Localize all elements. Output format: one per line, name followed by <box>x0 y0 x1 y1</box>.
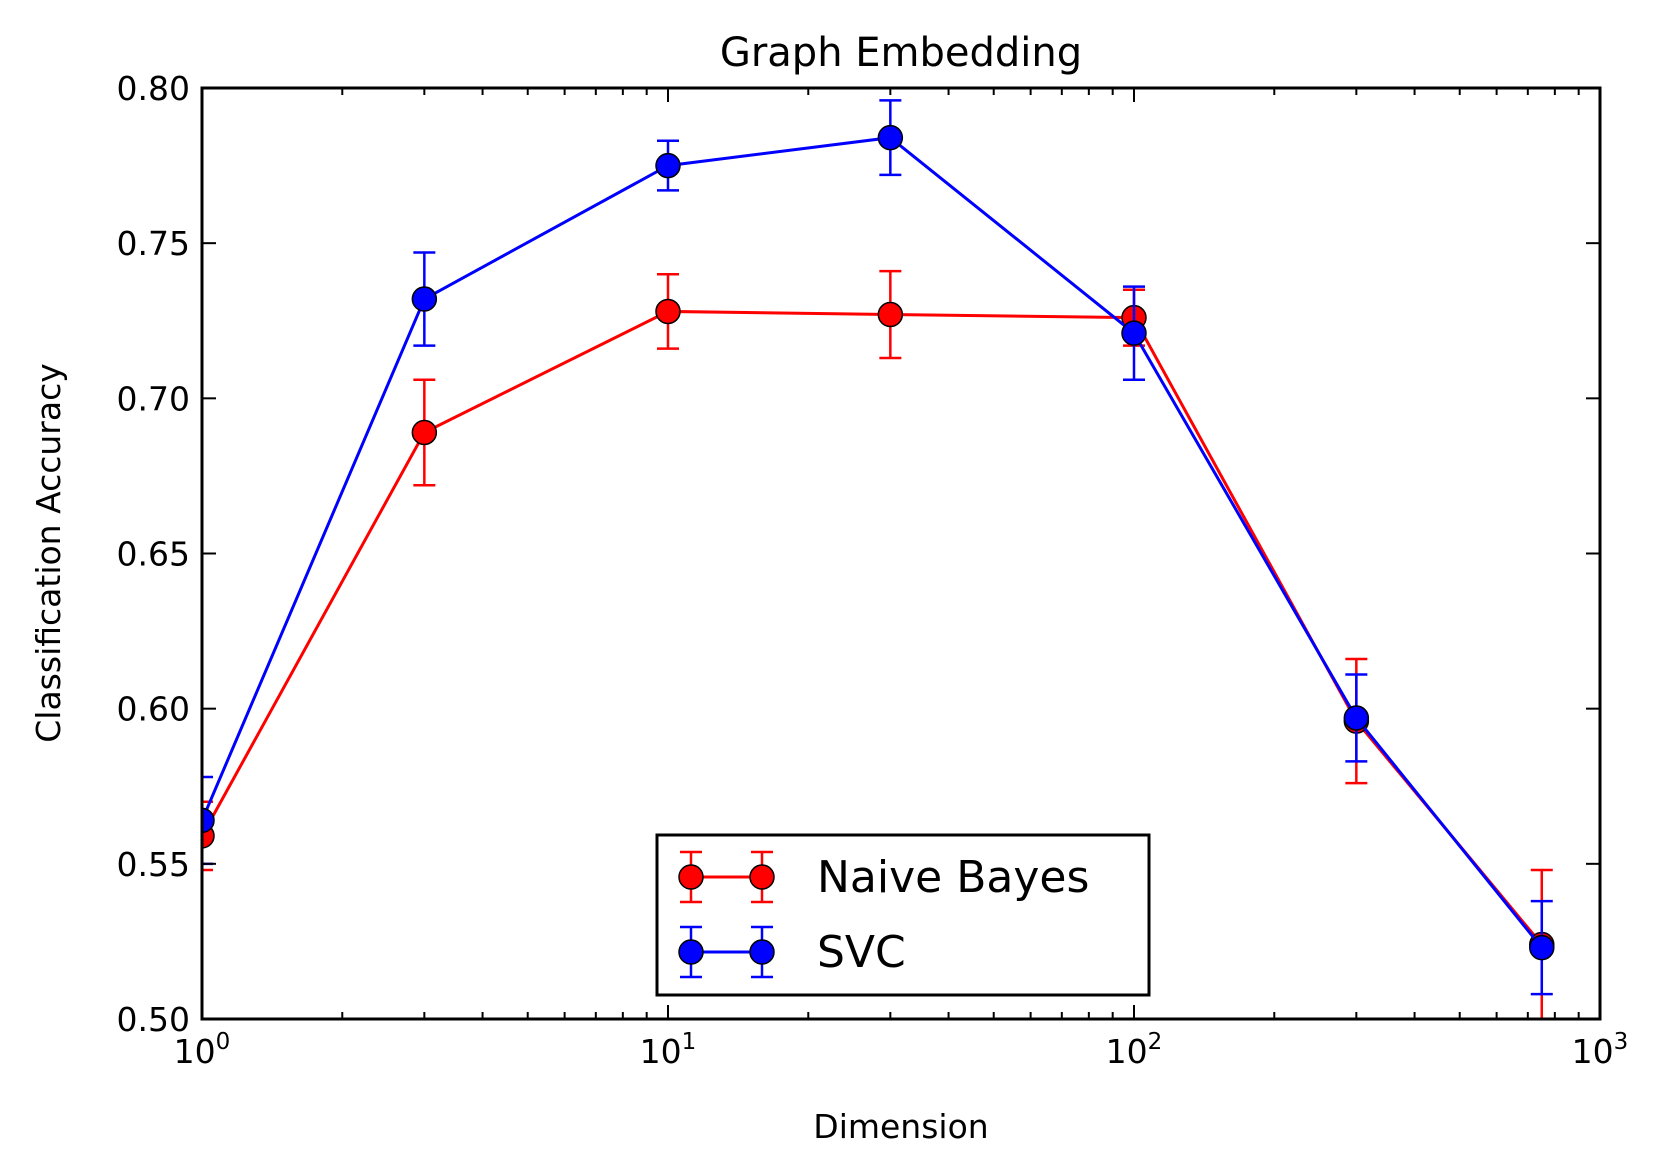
x-tick-label: 102 <box>1106 1029 1163 1071</box>
x-tick-label: 103 <box>1572 1029 1629 1071</box>
x-tick-base: 10 <box>1106 1032 1148 1071</box>
data-point <box>655 298 681 325</box>
plot-area <box>202 99 1555 1019</box>
legend-box <box>655 833 1151 997</box>
x-tick-base: 10 <box>174 1032 216 1071</box>
y-tick-label: 0.80 <box>117 69 190 108</box>
y-tick-label: 0.50 <box>117 1000 190 1039</box>
legend-label: SVC <box>817 927 906 978</box>
x-tick-label: 100 <box>174 1029 231 1071</box>
data-point <box>411 286 438 312</box>
x-tick-base: 10 <box>640 1032 682 1071</box>
y-tick-label: 0.70 <box>117 379 190 418</box>
x-axis-title: Dimension <box>813 1107 988 1146</box>
x-tick-base: 10 <box>1572 1032 1614 1071</box>
chart-title: Graph Embedding <box>720 30 1082 76</box>
y-axis-title: Classification Accuracy <box>29 363 68 743</box>
legend-marker <box>678 939 704 965</box>
data-point <box>202 807 215 834</box>
data-point <box>1529 934 1555 961</box>
legend-entry: Naive Bayes <box>678 850 1089 904</box>
legend-marker <box>678 864 704 890</box>
y-tick-label: 0.55 <box>117 845 190 884</box>
x-tick-exponent: 3 <box>1614 1029 1629 1055</box>
data-point <box>1343 705 1370 731</box>
x-tick-label: 101 <box>640 1029 697 1071</box>
x-tick-exponent: 0 <box>216 1029 231 1055</box>
legend-marker <box>749 864 775 890</box>
y-tick-label: 0.75 <box>117 224 190 263</box>
plot-frame <box>200 86 1602 1021</box>
data-point <box>655 152 681 179</box>
plot-series <box>202 99 1555 1019</box>
x-tick-exponent: 2 <box>1148 1029 1163 1055</box>
series-svc <box>202 99 1555 996</box>
data-point <box>1121 320 1147 346</box>
y-tick-label: 0.60 <box>117 690 190 729</box>
y-tick-label: 0.65 <box>117 535 190 574</box>
legend-marker <box>749 939 775 965</box>
legend-label: Naive Bayes <box>817 852 1089 903</box>
data-point <box>411 419 438 446</box>
data-point <box>877 301 904 328</box>
data-point <box>877 124 904 151</box>
legend: Naive Bayes SVC <box>655 833 1151 997</box>
legend-entry: SVC <box>678 925 906 979</box>
x-tick-exponent: 1 <box>682 1029 697 1055</box>
